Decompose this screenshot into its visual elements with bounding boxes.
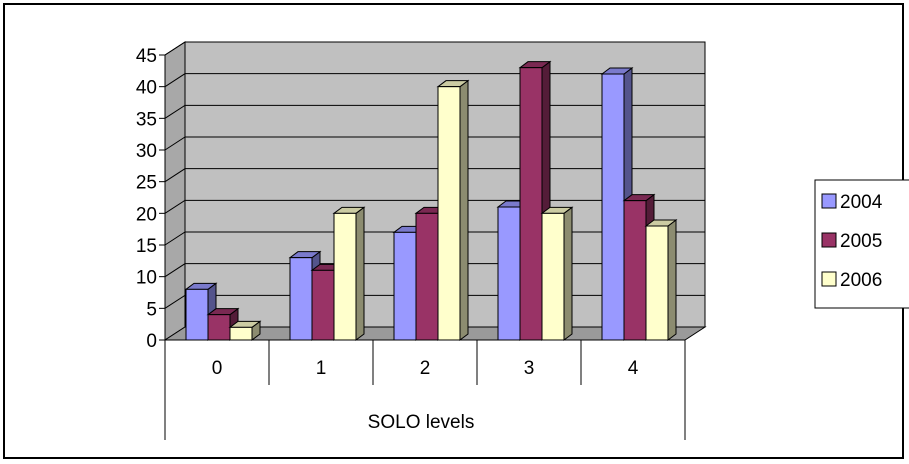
y-tick-label: 20 (136, 204, 157, 225)
bar-front (497, 206, 521, 341)
bar (540, 206, 574, 341)
y-tick-label: 25 (136, 173, 157, 194)
y-tick-label: 0 (146, 331, 157, 352)
legend-swatch (821, 232, 837, 248)
legend-label: 2004 (840, 192, 883, 213)
legend: 2004 2005 2006 (814, 179, 909, 309)
bar (228, 320, 262, 341)
bar-front (519, 67, 543, 341)
bar-front (415, 212, 439, 341)
x-tick-label: 4 (628, 358, 639, 379)
gridline (164, 41, 705, 56)
bar (436, 79, 470, 341)
y-axis: 0 5 10 15 20 25 30 35 40 45 (136, 46, 166, 352)
bar-front (437, 86, 461, 341)
bar-side (459, 79, 469, 341)
bars (184, 60, 678, 341)
y-tick-label: 35 (136, 109, 157, 130)
bar (184, 282, 218, 341)
bar-front (601, 73, 625, 341)
x-tick-label: 2 (420, 358, 431, 379)
bar-front (207, 314, 231, 341)
bar-side (563, 206, 573, 341)
bar (644, 219, 678, 341)
bar-front (185, 288, 209, 341)
legend-swatch (821, 193, 837, 209)
bar-front (229, 326, 253, 341)
x-tick-label: 1 (316, 358, 327, 379)
bar (332, 206, 366, 341)
legend-label: 2006 (840, 270, 882, 291)
side-wall (164, 41, 186, 341)
bar-front (333, 212, 357, 341)
y-tick-label: 10 (136, 268, 157, 289)
x-tick-label: 3 (524, 358, 535, 379)
bar-front (541, 212, 565, 341)
bar-front (645, 225, 669, 341)
bar-front (623, 200, 647, 341)
bar (600, 67, 634, 341)
legend-swatch (821, 271, 837, 287)
y-tick-label: 45 (136, 46, 157, 67)
bar-front (393, 231, 417, 341)
bar-side (355, 206, 365, 341)
bar (206, 307, 240, 341)
bar-front (289, 257, 313, 341)
y-tick-label: 5 (146, 299, 157, 320)
x-axis: SOLO levels 0 1 2 3 4 (164, 340, 686, 440)
y-tick-label: 30 (136, 141, 157, 162)
y-tick-label: 40 (136, 78, 157, 99)
bar-side (667, 219, 677, 341)
legend-label: 2005 (840, 231, 882, 252)
x-tick-label: 0 (212, 358, 223, 379)
x-axis-title: SOLO levels (368, 412, 475, 433)
bar-front (311, 269, 335, 341)
y-tick-label: 15 (136, 236, 157, 257)
